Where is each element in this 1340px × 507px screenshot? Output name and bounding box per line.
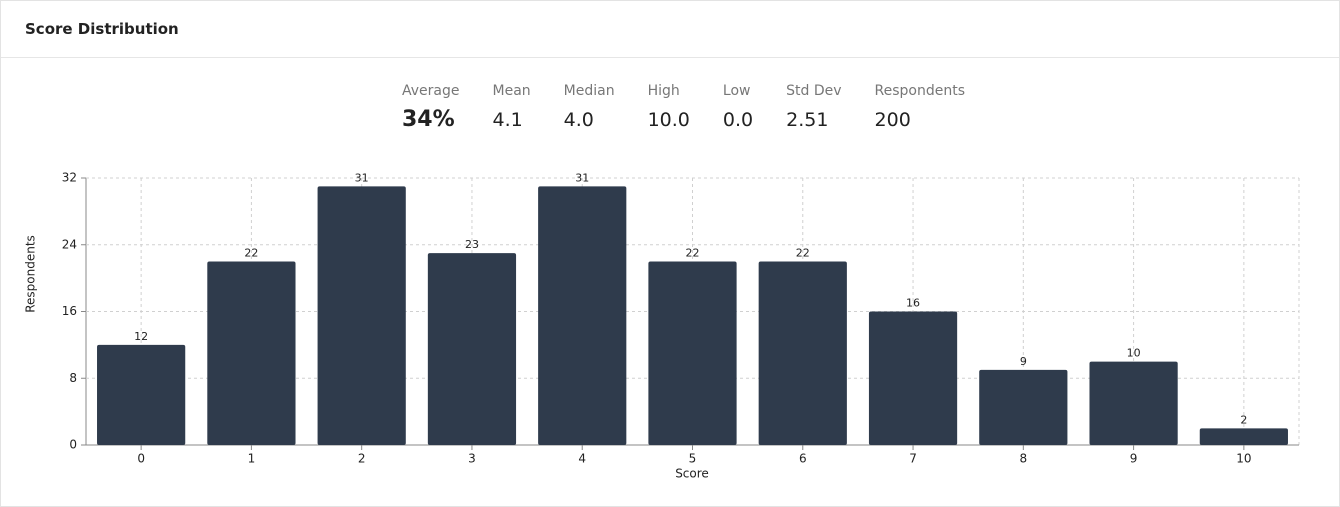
data-label: 22 — [686, 246, 700, 259]
stat-label: Low — [722, 83, 751, 99]
stat-value: 4.1 — [492, 109, 523, 131]
data-label: 22 — [796, 246, 810, 259]
data-label: 2 — [1240, 413, 1247, 426]
y-tick-label: 0 — [69, 438, 77, 452]
bar — [538, 186, 627, 445]
bar — [979, 369, 1068, 445]
card-title: Score Distribution — [25, 20, 179, 38]
stat-label: High — [647, 83, 680, 99]
bar — [648, 261, 737, 445]
y-tick-label: 16 — [62, 304, 77, 318]
stat: Mean 4.1 — [493, 83, 531, 132]
data-label: 31 — [355, 171, 369, 184]
bar — [758, 261, 847, 445]
stat-value: 10.0 — [647, 109, 690, 131]
data-label: 22 — [244, 246, 258, 259]
x-tick-label: 6 — [799, 452, 807, 466]
stat: Low 0.0 — [723, 83, 753, 132]
bar — [427, 253, 517, 445]
stat-value: 200 — [874, 109, 911, 131]
x-tick-label: 3 — [468, 452, 476, 466]
x-tick-label: 7 — [909, 452, 917, 466]
y-tick-label: 8 — [69, 371, 77, 385]
bar — [207, 261, 296, 445]
x-tick-label: 0 — [137, 452, 145, 466]
data-label: 31 — [575, 171, 589, 184]
data-label: 12 — [134, 330, 148, 343]
stat: Std Dev 2.51 — [786, 83, 841, 132]
y-tick-label: 32 — [62, 171, 77, 185]
x-tick-label: 5 — [689, 452, 697, 466]
stat-label: Median — [563, 83, 615, 99]
stat-value: 4.0 — [563, 109, 594, 131]
data-label: 10 — [1127, 347, 1141, 360]
data-label: 23 — [465, 238, 479, 251]
data-label: 9 — [1020, 355, 1027, 368]
bar — [1199, 428, 1288, 445]
stat-value: 0.0 — [722, 109, 754, 131]
stat-label: Std Dev — [786, 83, 842, 99]
bar — [1089, 361, 1178, 445]
stats-row: Average 34% Mean 4.1 Median 4.0 High 10.0 Low 0.0… — [402, 83, 965, 132]
stat-label: Mean — [492, 83, 531, 99]
bar — [97, 344, 186, 445]
bar — [317, 186, 406, 445]
x-tick-label: 9 — [1130, 452, 1138, 466]
card-header — [1, 1, 1339, 58]
stat-value: 2.51 — [786, 109, 829, 131]
bar — [868, 311, 958, 445]
stat: Respondents 200 — [875, 83, 966, 132]
stat: High 10.0 — [648, 83, 690, 132]
y-axis-title: Respondents — [24, 235, 38, 313]
x-tick-label: 1 — [248, 452, 256, 466]
x-tick-label: 4 — [578, 452, 586, 466]
stat-label: Respondents — [874, 83, 966, 99]
x-tick-label: 10 — [1236, 452, 1251, 466]
stat-label: Average — [402, 83, 460, 99]
y-tick-label: 24 — [62, 237, 77, 251]
stat-value: 34% — [402, 107, 455, 132]
stat: Average 34% — [402, 83, 460, 132]
data-label: 16 — [906, 297, 920, 310]
x-tick-label: 8 — [1019, 452, 1027, 466]
x-axis-title: Score — [675, 467, 709, 481]
x-tick-label: 2 — [358, 452, 366, 466]
stat: Median 4.0 — [564, 83, 615, 132]
